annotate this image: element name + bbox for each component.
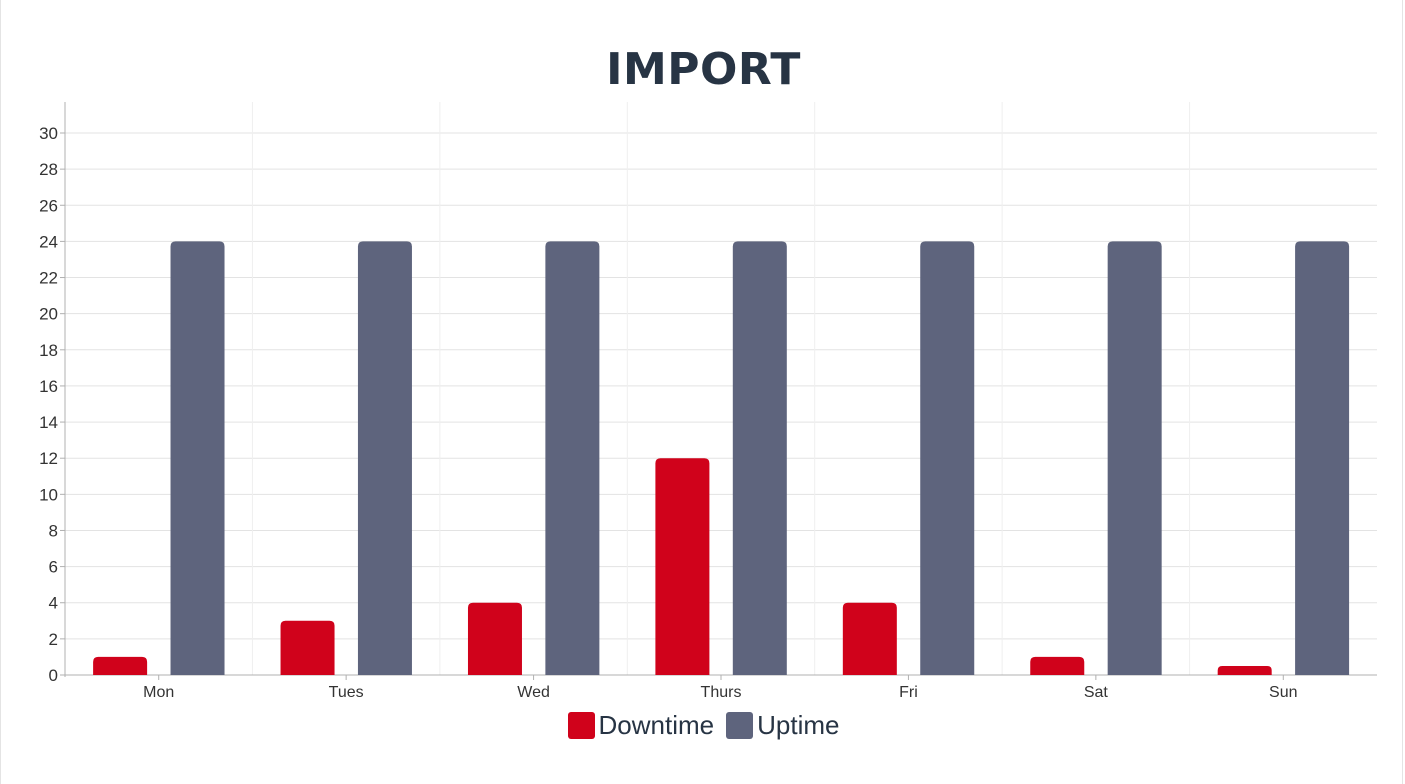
y-tick-label-2: 2 [49,630,58,649]
y-tick-label-0: 0 [49,666,58,685]
y-tick-label-6: 6 [49,558,58,577]
legend-swatch-downtime [567,712,595,739]
legend-label-downtime: Downtime [598,710,715,740]
bar-downtime-sun[interactable] [1217,665,1272,675]
x-tick-label-wed: Wed [517,684,550,701]
legend: Downtime Uptime [1,710,1405,741]
legend-item-downtime[interactable]: Downtime [567,710,715,741]
bar-uptime-sat[interactable] [1107,241,1162,675]
legend-swatch-uptime [726,712,754,739]
bar-downtime-thurs[interactable] [655,458,710,675]
axes [64,102,1377,677]
y-tick-label-28: 28 [39,160,58,179]
bar-downtime-tues[interactable] [280,620,335,675]
y-tick-label-16: 16 [39,377,58,396]
x-tick-label-tues: Tues [329,684,364,701]
x-tick-label-mon: Mon [143,684,174,701]
x-tick-label-sun: Sun [1269,684,1297,701]
x-tick-label-sat: Sat [1084,684,1109,701]
bar-uptime-sun[interactable] [1295,241,1350,675]
y-tick-label-24: 24 [39,232,58,251]
bar-downtime-fri[interactable] [842,602,897,675]
bar-uptime-thurs[interactable] [732,241,787,675]
y-tick-label-4: 4 [49,594,58,613]
y-tick-label-10: 10 [39,485,58,504]
x-tick-label-fri: Fri [899,684,918,701]
y-tick-label-14: 14 [39,413,58,432]
x-tick-label-thurs: Thurs [701,684,742,701]
grid-lines [60,102,1377,676]
legend-label-uptime: Uptime [757,710,840,740]
y-tick-label-18: 18 [39,341,58,360]
bar-uptime-wed[interactable] [545,241,600,675]
y-tick-label-8: 8 [49,521,58,540]
y-tick-label-26: 26 [39,196,58,215]
bars [93,241,1350,675]
bar-downtime-mon[interactable] [93,656,148,675]
bar-uptime-mon[interactable] [170,241,225,675]
y-tick-label-22: 22 [39,269,58,288]
bar-downtime-sat[interactable] [1030,656,1085,675]
chart-title: IMPORT [606,44,801,95]
legend-item-uptime[interactable]: Uptime [726,710,839,741]
y-tick-label-12: 12 [39,449,58,468]
bar-uptime-fri[interactable] [920,241,975,675]
y-tick-label-30: 30 [39,124,58,143]
bar-uptime-tues[interactable] [357,241,412,675]
bar-downtime-wed[interactable] [467,602,522,675]
y-tick-label-20: 20 [39,305,58,324]
